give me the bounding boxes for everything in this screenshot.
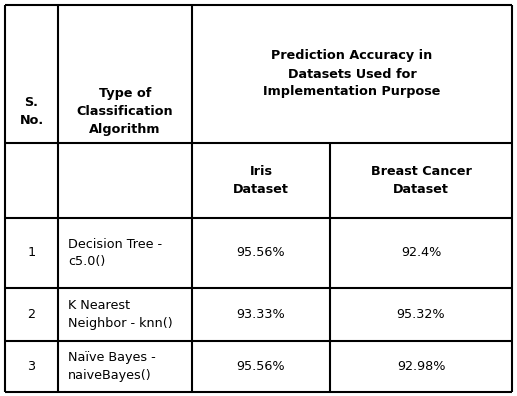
Text: Decision Tree -
c5.0(): Decision Tree - c5.0() [68, 238, 162, 268]
Text: 1: 1 [27, 246, 36, 259]
Text: S.
No.: S. No. [20, 96, 43, 127]
Text: K Nearest
Neighbor - knn(): K Nearest Neighbor - knn() [68, 299, 173, 330]
Text: Breast Cancer
Dataset: Breast Cancer Dataset [371, 165, 472, 196]
Text: 95.56%: 95.56% [237, 246, 285, 259]
Text: Naïve Bayes -
naiveBayes(): Naïve Bayes - naiveBayes() [68, 351, 156, 382]
Text: Prediction Accuracy in
Datasets Used for
Implementation Purpose: Prediction Accuracy in Datasets Used for… [263, 50, 440, 99]
Text: 95.32%: 95.32% [397, 308, 445, 321]
Text: Iris
Dataset: Iris Dataset [233, 165, 289, 196]
Text: Type of
Classification
Algorithm: Type of Classification Algorithm [77, 87, 173, 136]
Text: 93.33%: 93.33% [237, 308, 285, 321]
Text: 2: 2 [27, 308, 36, 321]
Text: 92.4%: 92.4% [401, 246, 441, 259]
Text: 92.98%: 92.98% [397, 360, 445, 373]
Text: 95.56%: 95.56% [237, 360, 285, 373]
Text: 3: 3 [27, 360, 36, 373]
